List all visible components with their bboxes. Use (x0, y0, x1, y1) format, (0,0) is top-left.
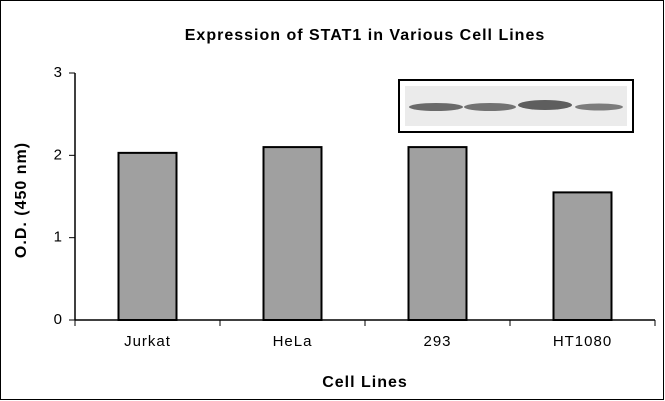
blot-band (518, 100, 572, 110)
bar (409, 147, 467, 320)
bar (554, 192, 612, 320)
x-axis-label: Cell Lines (322, 374, 408, 391)
bar (119, 153, 177, 320)
chart: Expression of STAT1 in Various Cell Line… (0, 0, 665, 401)
x-tick-label: Jurkat (124, 333, 171, 350)
x-tick-label: HeLa (273, 333, 313, 350)
blot-band (464, 103, 516, 111)
y-tick-label: 3 (54, 64, 63, 81)
y-axis-label: O.D. (450 nm) (13, 142, 30, 258)
y-tick-label: 0 (54, 311, 63, 328)
x-tick-label: 293 (423, 333, 451, 350)
blot-band (575, 104, 623, 111)
y-tick-label: 1 (54, 229, 63, 246)
bar (264, 147, 322, 320)
blot-band (409, 103, 463, 111)
blot-inset (399, 80, 633, 132)
y-tick-label: 2 (54, 146, 63, 163)
x-tick-label: HT1080 (553, 333, 612, 350)
chart-title: Expression of STAT1 in Various Cell Line… (185, 27, 545, 44)
